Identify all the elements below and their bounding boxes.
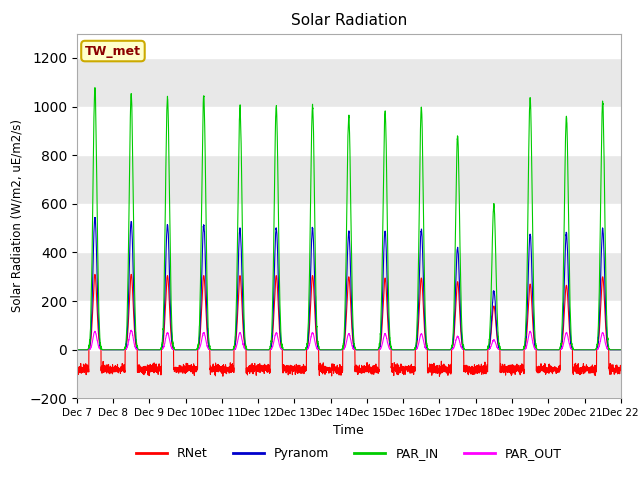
Line: Pyranom: Pyranom [77, 217, 621, 350]
PAR_IN [471, 347, 479, 353]
PAR_IN [171, 347, 179, 352]
PAR_OUT [73, 347, 81, 353]
Pyranom [73, 347, 81, 353]
Y-axis label: Solar Radiation (W/m2, uE/m2/s): Solar Radiation (W/m2, uE/m2/s) [11, 120, 24, 312]
PAR_IN [328, 347, 336, 353]
PAR_IN [73, 347, 81, 353]
RNet [436, 373, 444, 379]
Pyranom [616, 347, 624, 353]
X-axis label: Time: Time [333, 424, 364, 437]
RNet [441, 363, 449, 369]
PAR_OUT [328, 347, 336, 353]
PAR_OUT [616, 347, 624, 353]
Bar [77, 350, 621, 398]
Bar [77, 252, 621, 301]
RNet [328, 364, 336, 370]
Pyranom [328, 347, 336, 353]
PAR_OUT [171, 347, 179, 353]
PAR_OUT [441, 347, 449, 353]
RNet [171, 365, 179, 371]
RNet [617, 367, 625, 372]
PAR_OUT [502, 347, 509, 353]
Bar [77, 58, 621, 107]
PAR_IN [441, 347, 449, 353]
Bar [77, 155, 621, 204]
Pyranom [502, 347, 509, 353]
PAR_IN [91, 85, 99, 91]
Legend: RNet, Pyranom, PAR_IN, PAR_OUT: RNet, Pyranom, PAR_IN, PAR_OUT [131, 442, 567, 465]
Title: Solar Radiation: Solar Radiation [291, 13, 407, 28]
PAR_IN [617, 347, 625, 353]
PAR_IN [502, 347, 509, 353]
RNet [616, 366, 624, 372]
Pyranom [171, 347, 179, 352]
PAR_OUT [127, 327, 135, 333]
RNet [91, 272, 99, 277]
RNet [471, 371, 479, 377]
RNet [502, 372, 509, 378]
Line: PAR_OUT: PAR_OUT [77, 330, 621, 350]
PAR_OUT [471, 347, 479, 353]
PAR_OUT [617, 347, 625, 353]
Pyranom [91, 215, 99, 220]
Pyranom [471, 347, 479, 353]
Pyranom [617, 347, 625, 353]
RNet [73, 364, 81, 370]
Pyranom [441, 347, 449, 353]
Line: PAR_IN: PAR_IN [77, 88, 621, 350]
PAR_IN [616, 347, 624, 353]
Line: RNet: RNet [77, 275, 621, 376]
Text: TW_met: TW_met [85, 45, 141, 58]
